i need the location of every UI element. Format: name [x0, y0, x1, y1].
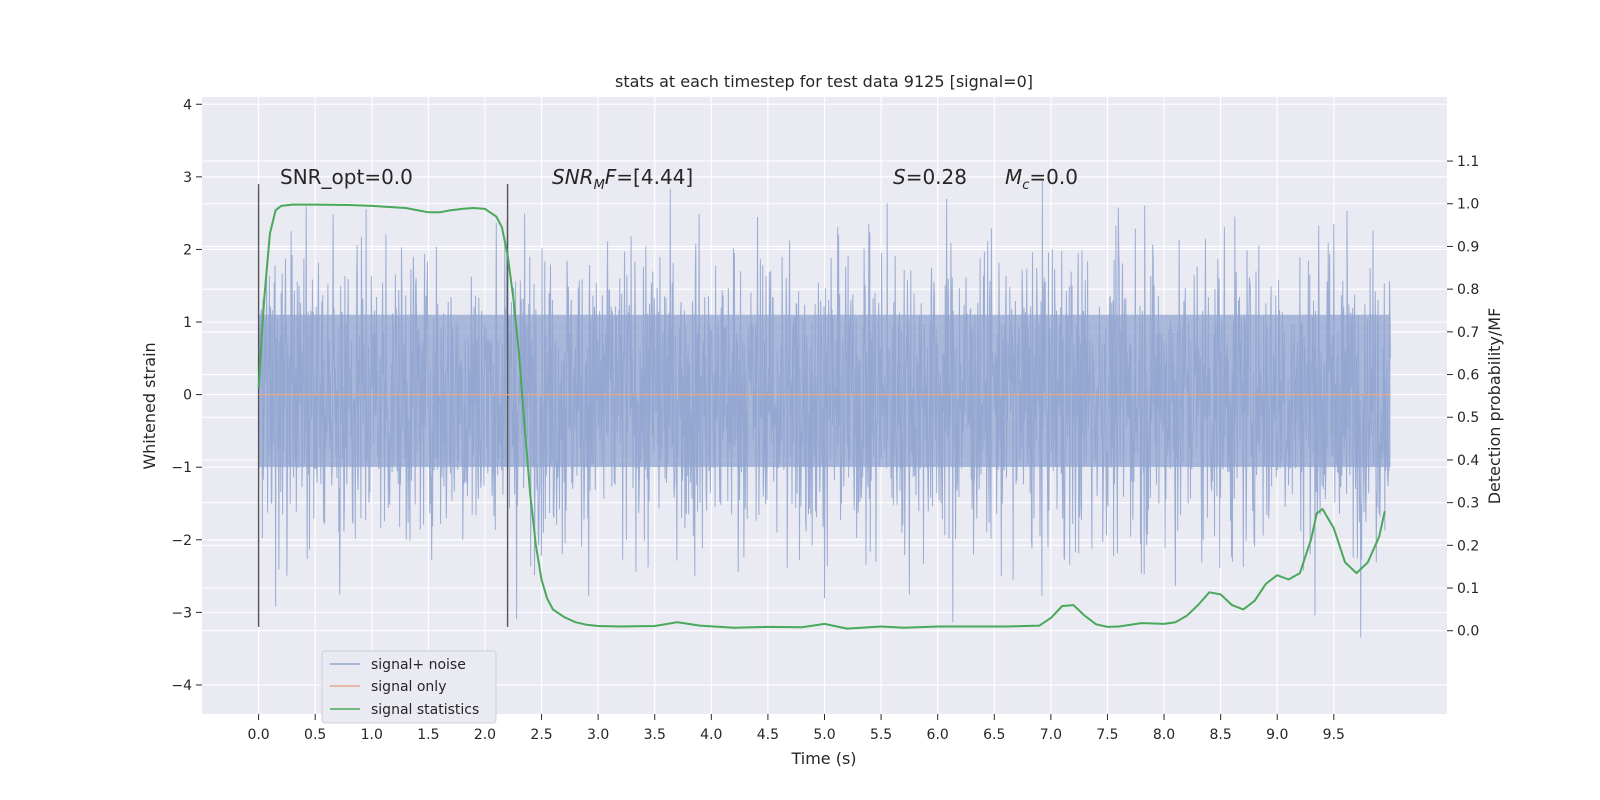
y2-ticks: 0.0 0.1 0.2 0.3 0.4 0.5 0.6 0.7 0.8 0.9 1.0 1.1 [1447, 154, 1479, 640]
legend-label-signal-noise: signal+ noise [371, 657, 466, 673]
x-tick-label-1: 0.5 [304, 727, 326, 743]
x-tick-label-0: 0.0 [247, 727, 269, 743]
series-signal-statistics-line [257, 203, 1386, 630]
y-tick-label-6: −2 [171, 533, 192, 549]
y-tick-label-3: 1 [183, 315, 192, 331]
x-tick-label-12: 6.0 [927, 727, 949, 743]
y-tick-label-7: −3 [171, 605, 192, 621]
y2-tick-label-9: 0.9 [1457, 239, 1479, 255]
x-tick-label-4: 2.0 [474, 727, 496, 743]
x-tick-label-11: 5.5 [870, 727, 892, 743]
x-tick-label-19: 9.5 [1323, 727, 1345, 743]
y2-tick-label-6: 0.6 [1457, 368, 1479, 384]
y-tick-label-2: 2 [183, 242, 192, 258]
x-axis-label: Time (s) [790, 749, 856, 768]
mc-annotation: Mc=0.0 [1005, 165, 1078, 193]
x-tick-label-13: 6.5 [983, 727, 1005, 743]
x-tick-label-14: 7.0 [1040, 727, 1062, 743]
y-tick-label-8: −4 [171, 678, 192, 694]
x-tick-label-2: 1.0 [361, 727, 383, 743]
x-tick-label-5: 2.5 [530, 727, 552, 743]
legend-label-signal-statistics: signal statistics [371, 702, 479, 718]
signal-noise-series [258, 180, 1391, 638]
y2-tick-label-4: 0.4 [1457, 453, 1479, 469]
lines-layer [257, 184, 1391, 630]
y-tick-label-0: 4 [183, 97, 192, 113]
legend-box [321, 650, 497, 724]
y-ticks: 4 3 2 1 0 −1 −2 −3 −4 [171, 97, 202, 694]
x-tick-label-17: 8.5 [1210, 727, 1232, 743]
s-annotation: S=0.28 [893, 165, 967, 189]
y2-tick-label-11: 1.1 [1457, 154, 1479, 170]
x-tick-label-3: 1.5 [417, 727, 439, 743]
x-tick-label-9: 4.5 [757, 727, 779, 743]
x-tick-label-18: 9.0 [1266, 727, 1288, 743]
snr-mf-annotation: SNRMF=[4.44] [552, 165, 693, 193]
x-tick-label-6: 3.0 [587, 727, 609, 743]
y2-tick-label-7: 0.7 [1457, 325, 1479, 341]
y2-axis-label: Detection probability/MF [1485, 308, 1504, 505]
chart-title: stats at each timestep for test data 912… [615, 72, 1033, 91]
y2-tick-label-8: 0.8 [1457, 282, 1479, 298]
y2-tick-label-2: 0.2 [1457, 538, 1479, 554]
legend-label-signal-only: signal only [371, 679, 446, 695]
y-tick-label-1: 3 [183, 170, 192, 186]
y-tick-label-4: 0 [183, 388, 192, 404]
x-tick-label-16: 8.0 [1153, 727, 1175, 743]
y2-tick-label-3: 0.3 [1457, 496, 1479, 512]
x-tick-label-7: 3.5 [644, 727, 666, 743]
x-tick-label-8: 4.0 [700, 727, 722, 743]
series-signal-noise-band [258, 314, 1391, 468]
y-axis-label: Whitened strain [140, 342, 159, 469]
snr-opt-annotation: SNR_opt=0.0 [280, 165, 413, 189]
y2-tick-label-0: 0.0 [1457, 624, 1479, 640]
y2-tick-label-5: 0.5 [1457, 410, 1479, 426]
x-tick-label-15: 7.5 [1096, 727, 1118, 743]
y-tick-label-5: −1 [171, 460, 192, 476]
x-tick-label-10: 5.0 [813, 727, 835, 743]
y2-tick-label-1: 0.1 [1457, 581, 1479, 597]
legend: signal+ noise signal only signal statist… [321, 650, 497, 724]
x-ticks: 0.0 0.5 1.0 1.5 2.0 2.5 3.0 3.5 4.0 4.5 5.0 5.5 6.0 6… [247, 714, 1345, 743]
y2-tick-label-10: 1.0 [1457, 197, 1479, 213]
